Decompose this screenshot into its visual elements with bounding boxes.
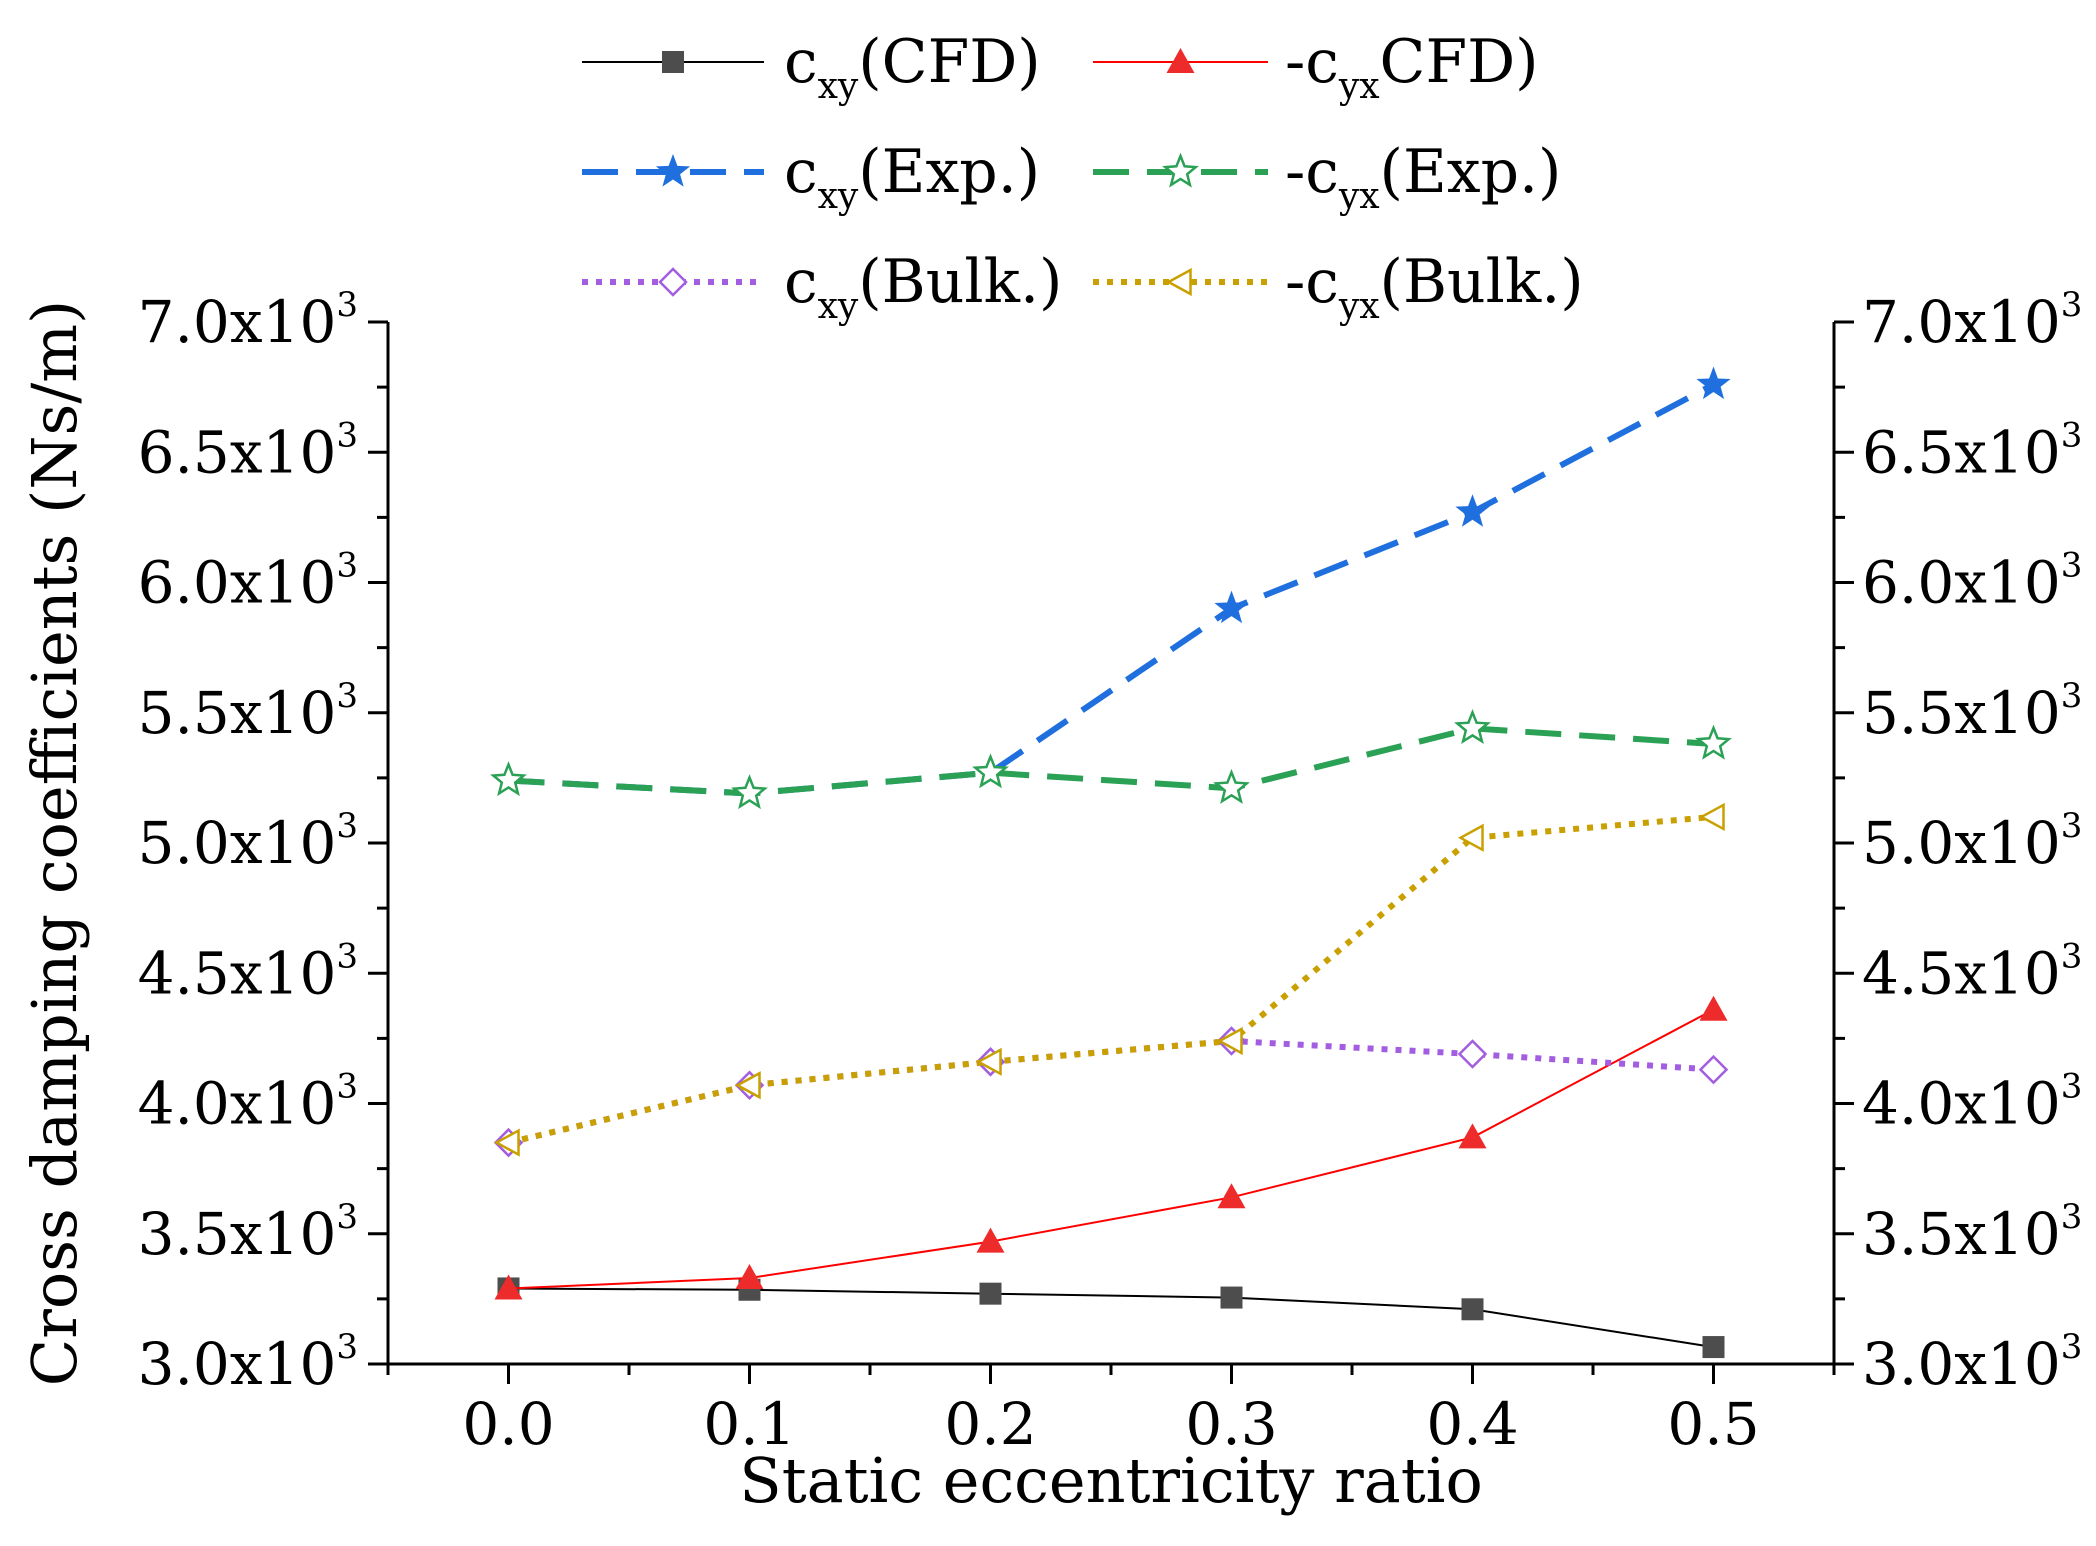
x-tick-label: 0.5 <box>1667 1390 1759 1458</box>
data-point <box>1216 1026 1243 1056</box>
y-tick-label: 4.0x103 <box>1862 1067 2082 1138</box>
data-point <box>979 1282 1002 1305</box>
left-y-axis: 3.0x103 3.5x103 4.0x103 4.5x103 5.0x103 5.5x1… <box>138 285 388 1398</box>
legend-entry-3: -cyx(Exp.) <box>1093 137 1561 217</box>
data-point <box>1220 1286 1243 1309</box>
y-tick-label: 5.0x103 <box>1862 806 2082 877</box>
y-tick-label: 4.5x103 <box>1862 936 2082 1007</box>
legend-marker <box>1166 48 1195 73</box>
data-point <box>735 1264 764 1290</box>
data-point <box>1214 590 1249 624</box>
data-point <box>490 761 527 797</box>
data-point <box>1457 1039 1488 1069</box>
data-point <box>972 753 1009 789</box>
x-tick-label: 0.0 <box>462 1390 554 1458</box>
series-0 <box>497 1277 1725 1359</box>
data-point <box>1213 768 1250 804</box>
y-tick-label: 3.5x103 <box>138 1197 358 1268</box>
legend-marker <box>662 51 684 73</box>
y-tick-label: 6.5x103 <box>138 415 358 486</box>
x-tick-label: 0.3 <box>1185 1390 1277 1458</box>
data-point <box>1455 494 1490 527</box>
data-point <box>734 1071 761 1100</box>
y-tick-label: 5.5x103 <box>1862 676 2082 747</box>
data-point <box>1698 1054 1729 1085</box>
legend-label: cxy(Bulk.) <box>784 247 1062 327</box>
series-line <box>507 813 1714 1146</box>
y-tick-label: 3.0x103 <box>138 1327 358 1398</box>
plot-frame <box>386 322 1836 1366</box>
data-point <box>493 1128 520 1157</box>
data-point <box>1461 1298 1484 1321</box>
x-tick-label: 0.1 <box>703 1390 795 1458</box>
series-line <box>508 1008 1714 1290</box>
legend-entry-0: cxy(CFD) <box>582 27 1041 107</box>
legend-marker <box>1165 267 1192 297</box>
y-tick-label: 6.0x103 <box>138 546 358 617</box>
data-point <box>1454 709 1491 745</box>
legend-label: -cyx(Exp.) <box>1285 137 1561 217</box>
series-5 <box>493 802 1725 1157</box>
series-2 <box>491 366 1731 809</box>
x-tick-label: 0.2 <box>944 1390 1036 1458</box>
x-axis-title: Static eccentricity ratio <box>739 1444 1483 1517</box>
data-point <box>1695 724 1732 760</box>
data-point <box>1696 366 1731 400</box>
legend-entry-2: cxy(Exp.) <box>582 137 1040 217</box>
data-point <box>1702 1336 1725 1359</box>
series-line <box>508 381 1715 797</box>
data-point <box>1217 1183 1246 1209</box>
y-tick-label: 7.0x103 <box>1862 285 2082 356</box>
y-tick-label: 4.0x103 <box>138 1067 358 1138</box>
x-axis: 0.0 0.1 0.2 0.3 0.4 0.5 <box>386 1364 1836 1458</box>
y-tick-label: 3.5x103 <box>1862 1197 2082 1268</box>
y-axis-title: Cross damping coefficients (Ns/m) <box>18 300 91 1386</box>
data-point <box>1458 1123 1487 1149</box>
y-tick-label: 4.5x103 <box>138 936 358 1007</box>
y-tick-label: 6.0x103 <box>1862 546 2082 617</box>
data-point <box>1699 995 1728 1021</box>
legend-entry-1: -cyxCFD) <box>1093 27 1539 107</box>
series-line <box>508 1287 1714 1349</box>
legend-label: cxy(CFD) <box>784 27 1041 107</box>
data-point <box>975 1047 1002 1076</box>
legend-marker <box>658 267 688 297</box>
series-1 <box>494 995 1728 1300</box>
legend-marker <box>1162 152 1199 188</box>
legend-marker <box>655 154 691 187</box>
y-tick-label: 5.5x103 <box>138 676 358 747</box>
legend-label: -cyxCFD) <box>1285 27 1539 107</box>
legend: cxy(CFD) -cyxCFD) cxy(Exp.) -cyx(Exp.) cxy(B… <box>582 27 1584 327</box>
x-tick-label: 0.4 <box>1426 1390 1518 1458</box>
data-point <box>494 1274 523 1300</box>
data-point <box>1698 802 1725 832</box>
series-layer <box>490 366 1732 1359</box>
y-tick-label: 6.5x103 <box>1862 415 2082 486</box>
y-tick-label: 3.0x103 <box>1862 1327 2082 1398</box>
legend-label: -cyx(Bulk.) <box>1285 247 1584 327</box>
data-point <box>731 774 768 810</box>
y-tick-label: 7.0x103 <box>138 285 358 356</box>
series-3 <box>490 709 1732 810</box>
data-point <box>976 1227 1005 1253</box>
legend-entry-5: -cyx(Bulk.) <box>1093 247 1584 327</box>
series-line <box>508 725 1714 797</box>
series-4 <box>493 1026 1729 1158</box>
legend-entry-4: cxy(Bulk.) <box>582 247 1062 327</box>
y-tick-label: 5.0x103 <box>138 806 358 877</box>
series-line <box>507 1037 1714 1146</box>
data-point <box>1457 823 1484 852</box>
legend-label: cxy(Exp.) <box>784 137 1040 217</box>
right-y-axis: 3.0x103 3.5x103 4.0x103 4.5x103 5.0x103 5.5x1… <box>1834 285 2082 1398</box>
